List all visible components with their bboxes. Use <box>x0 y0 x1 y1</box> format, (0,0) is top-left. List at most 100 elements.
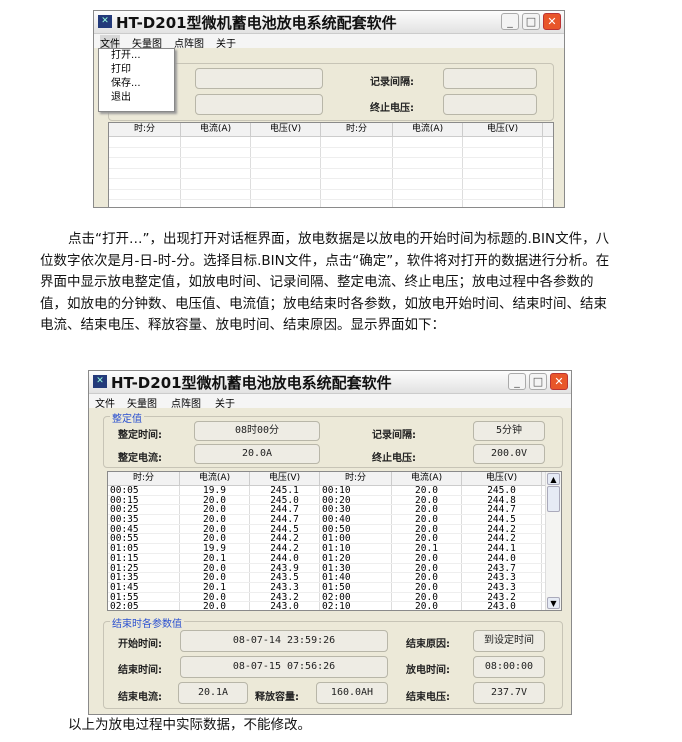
app-icon: ✕ <box>98 15 112 28</box>
table-cell: 01:10 <box>320 544 392 553</box>
table-row: 01:25 20.0 243.9 01:30 20.0 243.7 <box>108 563 561 574</box>
close-button[interactable]: ✕ <box>543 13 561 30</box>
menu-file[interactable]: 文件 <box>100 35 120 50</box>
table-cell: 20.0 <box>180 592 250 602</box>
table-cell: 244.8 <box>462 496 542 505</box>
menu-vector-chart[interactable]: 矢量图 <box>127 399 157 410</box>
record-interval-field <box>443 68 537 89</box>
table-cell: 243.5 <box>250 573 320 582</box>
menu-item-print[interactable]: 打印 <box>111 64 131 75</box>
table-row: 02:05 20.0 243.0 02:10 20.0 243.0 <box>108 602 561 610</box>
table-cell: 244.0 <box>462 554 542 563</box>
menu-item-open[interactable]: 打开... <box>111 50 141 61</box>
table-cell: 244.5 <box>462 515 542 524</box>
maximize-button[interactable]: □ <box>529 373 547 390</box>
table-cell: 01:35 <box>108 573 180 582</box>
table-cell: 243.3 <box>462 583 542 592</box>
data-table: 时:分 电流(A) 电压(V) 时:分 电流(A) 电压(V) <box>108 122 554 208</box>
table-row: 01:45 20.1 243.3 01:50 20.0 243.3 <box>108 583 561 593</box>
menu-bar: 文件 矢量图 点阵图 关于 <box>89 394 571 410</box>
record-interval-label: 记录间隔: <box>370 77 414 88</box>
menu-bar: 文件 矢量图 点阵图 关于 <box>94 34 564 50</box>
file-menu-dropdown: 打开... 打印 保存... 退出 <box>98 48 175 112</box>
table-cell: 245.0 <box>462 486 542 495</box>
table-cell: 02:00 <box>320 592 392 602</box>
set-time-field <box>195 68 323 89</box>
vertical-scrollbar[interactable]: ▲ ▼ <box>545 472 561 610</box>
table-cell: 00:15 <box>108 496 180 505</box>
table-row: 01:05 19.9 244.2 01:10 20.1 244.1 <box>108 544 561 554</box>
table-cell: 20.0 <box>392 496 462 505</box>
table-cell: 20.1 <box>180 554 250 563</box>
maximize-button[interactable]: □ <box>522 13 540 30</box>
table-cell: 01:40 <box>320 573 392 582</box>
scroll-down-button[interactable]: ▼ <box>547 597 560 609</box>
table-cell: 20.0 <box>392 525 462 534</box>
table-cell: 20.0 <box>180 534 250 544</box>
menu-about[interactable]: 关于 <box>216 39 236 50</box>
end-current-label: 结束电流: <box>118 692 162 703</box>
table-cell: 244.2 <box>462 534 542 544</box>
table-cell: 20.0 <box>392 534 462 544</box>
table-cell: 243.2 <box>462 592 542 602</box>
end-voltage-field <box>443 94 537 115</box>
description-paragraph: 点击“打开…”，出现打开对话框界面，放电数据是以放电的开始时间为标题的.BIN文… <box>40 231 610 333</box>
col-voltage: 电压(V) <box>251 123 321 136</box>
scroll-up-button[interactable]: ▲ <box>547 473 560 485</box>
table-cell: 244.2 <box>462 525 542 534</box>
table-row-empty <box>109 168 553 179</box>
table-cell: 20.0 <box>392 573 462 582</box>
table-cell: 20.0 <box>392 505 462 515</box>
col-current-2: 电流(A) <box>393 123 463 136</box>
col-voltage-2: 电压(V) <box>463 123 543 136</box>
minimize-button[interactable]: _ <box>501 13 519 30</box>
start-time-field: 08-07-14 23:59:26 <box>180 630 388 652</box>
discharge-time-label: 放电时间: <box>406 665 450 676</box>
table-cell: 243.7 <box>462 563 542 573</box>
table-cell: 244.7 <box>250 515 320 524</box>
table-cell: 20.0 <box>392 563 462 573</box>
end-voltage-field: 200.0V <box>473 444 545 464</box>
table-cell: 20.0 <box>392 592 462 602</box>
menu-dot-chart[interactable]: 点阵图 <box>171 399 201 410</box>
set-current-field <box>195 94 323 115</box>
table-row-empty <box>109 137 553 148</box>
minimize-button[interactable]: _ <box>508 373 526 390</box>
table-cell: 243.2 <box>250 592 320 602</box>
table-cell: 00:50 <box>320 525 392 534</box>
table-cell: 244.7 <box>250 505 320 515</box>
set-time-label: 整定时间: <box>118 430 162 441</box>
window-title: HT-D201型微机蓄电池放电系统配套软件 <box>111 374 392 392</box>
menu-dot-chart[interactable]: 点阵图 <box>174 39 204 50</box>
table-row: 00:05 19.9 245.1 00:10 20.0 245.0 <box>108 486 561 496</box>
table-row: 01:15 20.1 244.0 01:20 20.0 244.0 <box>108 554 561 564</box>
table-cell: 02:05 <box>108 602 180 610</box>
col-time: 时:分 <box>108 472 180 485</box>
menu-item-save[interactable]: 保存... <box>111 78 141 89</box>
table-cell: 20.0 <box>180 496 250 505</box>
table-cell: 00:25 <box>108 505 180 515</box>
table-cell: 243.0 <box>250 602 320 610</box>
capacity-field: 160.0AH <box>316 682 388 704</box>
menu-item-exit[interactable]: 退出 <box>111 92 131 103</box>
menu-about[interactable]: 关于 <box>215 399 235 410</box>
col-current: 电流(A) <box>180 472 250 485</box>
table-cell: 243.9 <box>250 563 320 573</box>
menu-vector-chart[interactable]: 矢量图 <box>132 39 162 50</box>
capacity-label: 释放容量: <box>255 692 299 703</box>
end-time-label: 结束时间: <box>118 665 162 676</box>
close-button[interactable]: ✕ <box>550 373 568 390</box>
scroll-thumb[interactable] <box>547 486 560 512</box>
end-reason-field: 到设定时间 <box>473 630 545 652</box>
table-row-empty <box>109 158 553 169</box>
table-cell: 20.0 <box>180 515 250 524</box>
discharge-time-field: 08:00:00 <box>473 656 545 678</box>
end-params-group-label: 结束时各参数值 <box>110 615 184 630</box>
settings-group: 记录间隔: 终止电压: <box>108 63 554 121</box>
table-cell: 20.0 <box>180 525 250 534</box>
table-cell: 244.2 <box>250 544 320 553</box>
table-cell: 00:05 <box>108 486 180 495</box>
menu-file[interactable]: 文件 <box>95 399 115 410</box>
table-cell: 244.0 <box>250 554 320 563</box>
table-cell: 01:55 <box>108 592 180 602</box>
